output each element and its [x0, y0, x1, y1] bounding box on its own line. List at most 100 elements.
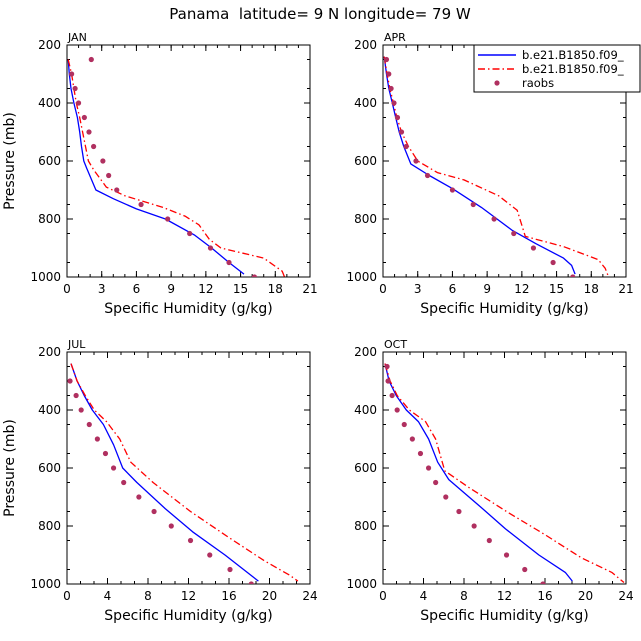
x-tick-label: 6 — [133, 282, 141, 296]
raobs-point — [398, 129, 405, 135]
raobs-point — [114, 187, 120, 193]
x-tick-label: 24 — [618, 589, 633, 603]
plot-frame — [382, 351, 627, 585]
raobs-point — [417, 450, 424, 457]
y-tick-label: 400 — [354, 96, 377, 110]
raobs-point — [394, 114, 401, 121]
raobs-point — [138, 201, 144, 208]
x-tick-label: 15 — [233, 282, 248, 296]
raobs-point — [511, 230, 517, 237]
y-tick-label: 1000 — [30, 577, 61, 591]
y-tick-label: 200 — [38, 345, 61, 359]
raobs-point — [72, 85, 78, 92]
raobs-point — [401, 421, 407, 428]
y-tick-label: 800 — [38, 212, 61, 226]
x-tick-label: 6 — [449, 282, 457, 296]
x-tick-label: 9 — [483, 282, 491, 296]
raobs-point — [251, 274, 258, 277]
x-tick-label: 9 — [167, 282, 175, 296]
x-tick-label: 0 — [63, 589, 71, 603]
x-tick-label: 21 — [618, 282, 633, 296]
figure-title: Panama latitude= 9 N longitude= 79 W — [169, 5, 471, 23]
model-line-dashed — [384, 363, 625, 584]
x-tick-label: 20 — [578, 589, 593, 603]
x-axis-label: Specific Humidity (g/kg) — [420, 301, 588, 317]
y-tick-label: 800 — [354, 519, 377, 533]
raobs-point — [91, 143, 97, 150]
x-tick-label: 12 — [497, 589, 512, 603]
x-tick-label: 3 — [414, 282, 422, 296]
y-tick-label: 1000 — [346, 270, 377, 284]
raobs-point — [486, 537, 492, 544]
raobs-point — [559, 596, 564, 601]
raobs-point — [456, 508, 462, 515]
raobs-point — [106, 172, 112, 179]
raobs-point — [187, 230, 193, 237]
y-tick-label: 1000 — [30, 270, 61, 284]
raobs-point — [471, 523, 477, 529]
model-line-solid — [70, 363, 259, 582]
x-tick-label: 4 — [104, 589, 112, 603]
model-line-solid — [67, 59, 245, 275]
y-tick-label: 200 — [354, 345, 377, 359]
x-tick-label: 0 — [379, 282, 387, 296]
legend-label: raobs — [522, 76, 554, 90]
raobs-point — [388, 85, 394, 92]
x-tick-label: 12 — [181, 589, 196, 603]
panel-title: APR — [384, 31, 406, 44]
legend-box — [473, 44, 641, 93]
y-tick-label: 200 — [354, 38, 377, 52]
legend: b.e21.B1850.f09_b.e21.B1850.f09_raobs — [473, 44, 641, 93]
raobs-point — [110, 465, 117, 471]
panel-jul: 0 4 8 12 16 20 24 200 400 600 800 1000 JUL Specific H… — [2, 338, 318, 624]
raobs-point — [491, 216, 497, 222]
model-line-solid — [384, 363, 573, 582]
y-tick-label: 800 — [354, 212, 377, 226]
y-axis-label: Pressure (mb) — [2, 112, 18, 210]
model-line-solid — [383, 56, 576, 275]
raobs-point — [470, 201, 476, 208]
raobs-point — [102, 450, 109, 457]
raobs-point — [570, 274, 576, 277]
raobs-point — [540, 581, 546, 584]
panel-oct: 0 4 8 12 16 20 24 200 400 600 800 1000 OCT Specific H… — [346, 338, 633, 624]
raobs-point — [207, 245, 214, 251]
model-line-dashed — [67, 59, 286, 277]
raobs-point — [168, 523, 174, 529]
raobs-point — [207, 552, 213, 558]
x-axis-label: Specific Humidity (g/kg) — [104, 301, 272, 317]
x-tick-label: 8 — [144, 589, 152, 603]
raobs-point — [81, 114, 87, 121]
raobs-point — [94, 436, 100, 442]
legend-swatch-dot — [494, 80, 500, 86]
raobs-point — [386, 71, 392, 77]
x-tick-label: 20 — [262, 589, 277, 603]
x-tick-label: 21 — [302, 282, 317, 296]
model-line-dashed — [383, 56, 610, 277]
x-tick-label: 3 — [98, 282, 106, 296]
x-axis-label: Specific Humidity (g/kg) — [420, 608, 588, 624]
raobs-point — [389, 392, 395, 399]
raobs-point — [69, 71, 75, 77]
panel-title: JUL — [67, 338, 86, 351]
legend-label: b.e21.B1850.f09_ — [522, 48, 624, 62]
raobs-point — [86, 129, 92, 135]
x-tick-label: 18 — [584, 282, 599, 296]
x-tick-label: 18 — [268, 282, 283, 296]
plot-frame — [66, 351, 311, 585]
y-axis-label: Pressure (mb) — [2, 419, 18, 517]
y-tick-label: 200 — [38, 38, 61, 52]
raobs-point — [385, 378, 391, 384]
raobs-point — [121, 479, 127, 486]
raobs-point — [522, 566, 528, 573]
y-tick-label: 400 — [38, 403, 61, 417]
raobs-point — [424, 172, 431, 179]
x-tick-label: 24 — [302, 589, 317, 603]
raobs-point — [78, 407, 84, 413]
series-group — [383, 56, 610, 277]
raobs-point — [187, 537, 194, 544]
x-tick-label: 8 — [460, 589, 468, 603]
y-tick-label: 600 — [38, 461, 61, 475]
series-group — [67, 363, 299, 584]
